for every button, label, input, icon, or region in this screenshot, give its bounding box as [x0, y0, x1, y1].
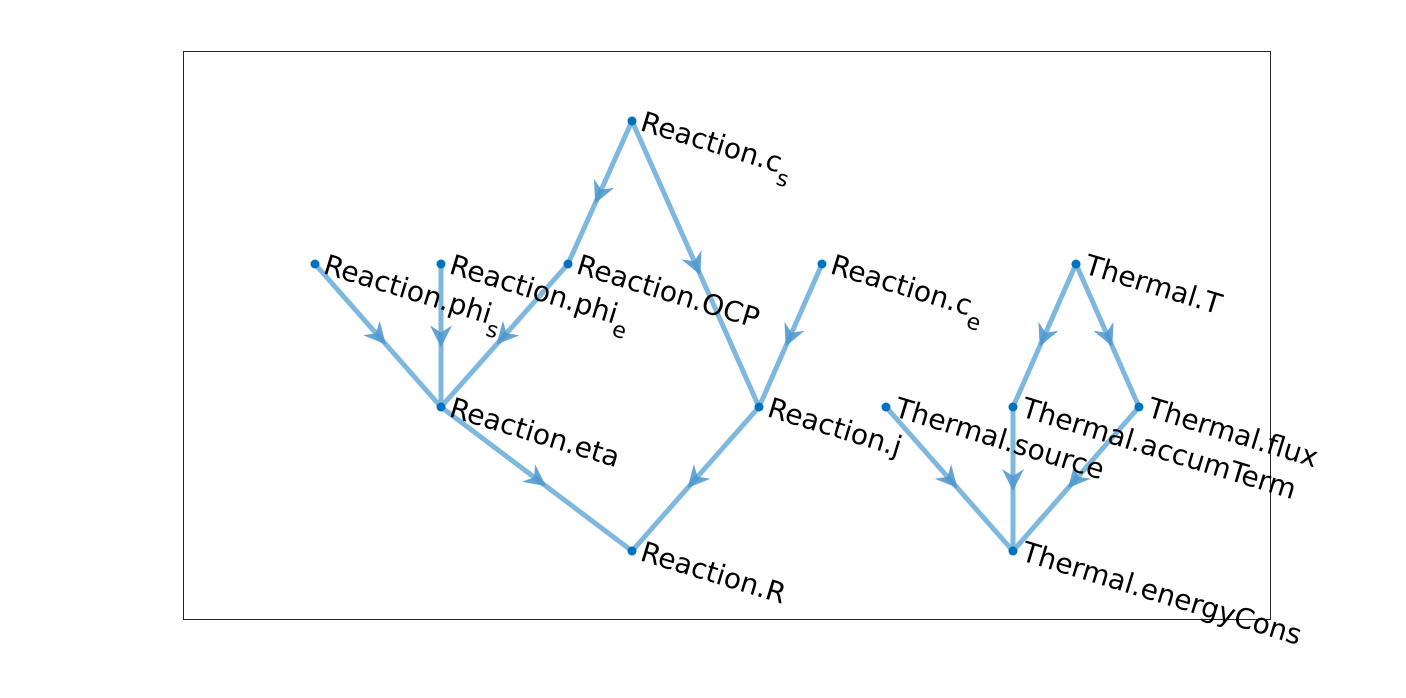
node-label-text: Reaction.R: [637, 535, 790, 610]
arrowhead-icon: [594, 178, 615, 204]
node-marker-r_ce: [817, 259, 827, 269]
node-label-text: Reaction.j: [764, 391, 906, 463]
edge-t_source-to-t_energy: [883, 404, 1016, 554]
arrowhead-icon: [681, 250, 702, 275]
arrowhead-icon: [521, 464, 547, 487]
edge-r_j-to-r_R: [629, 404, 762, 554]
arrowhead-icon: [1002, 469, 1024, 491]
arrowhead-icon: [496, 320, 520, 345]
node-marker-r_phie: [436, 259, 446, 269]
node-label-text: Reaction.c: [827, 248, 976, 322]
node-marker-t_source: [881, 402, 891, 412]
arrowhead-icon: [1068, 464, 1091, 489]
edge-t_accum-to-t_energy: [1002, 404, 1024, 554]
node-marker-r_R: [627, 546, 637, 556]
node-marker-t_accum: [1008, 402, 1018, 412]
arrowhead-icon: [1038, 321, 1059, 347]
node-marker-t_T: [1071, 259, 1081, 269]
node-marker-t_flux: [1134, 402, 1144, 412]
edge-t_T-to-t_accum: [1010, 261, 1079, 410]
node-layer: [310, 116, 1144, 556]
arrowhead-icon: [430, 325, 452, 348]
node-label-r_j: Reaction.j: [764, 391, 906, 463]
edge-r_eta-to-r_R: [438, 404, 635, 554]
edge-r_cs-to-r_j: [629, 118, 762, 410]
node-marker-r_ocp: [563, 259, 573, 269]
node-label-text: Thermal.T: [1080, 248, 1227, 321]
edge-r_phie-to-r_eta: [430, 261, 452, 410]
edge-layer: [312, 118, 1142, 554]
node-marker-t_energy: [1008, 546, 1018, 556]
arrowhead-icon: [784, 321, 805, 347]
arrowhead-icon: [363, 320, 386, 345]
edge-t_T-to-t_flux: [1073, 261, 1142, 410]
plot-frame: [183, 51, 1271, 620]
edge-r_phis-to-r_eta: [312, 261, 444, 410]
edge-t_flux-to-t_energy: [1010, 404, 1142, 554]
arrowhead-icon: [934, 464, 958, 488]
edge-r_cs-to-r_ocp: [565, 118, 635, 267]
edge-r_ocp-to-r_eta: [438, 261, 571, 410]
arrowhead-icon: [1093, 321, 1114, 347]
node-marker-r_eta: [436, 402, 446, 412]
node-label-text: Reaction.c: [637, 105, 786, 179]
arrowhead-icon: [687, 464, 711, 488]
node-marker-r_phis: [310, 259, 320, 269]
node-label-text: Thermal.energyCons: [1017, 535, 1306, 652]
edge-r_ce-to-r_j: [756, 261, 825, 410]
node-marker-r_j: [754, 402, 764, 412]
node-label-r_R: Reaction.R: [637, 535, 790, 610]
node-label-t_energy: Thermal.energyCons: [1017, 535, 1306, 652]
node-marker-r_cs: [627, 116, 637, 126]
node-label-r_ce: Reaction.ce: [824, 248, 989, 337]
node-label-t_T: Thermal.T: [1080, 248, 1227, 321]
